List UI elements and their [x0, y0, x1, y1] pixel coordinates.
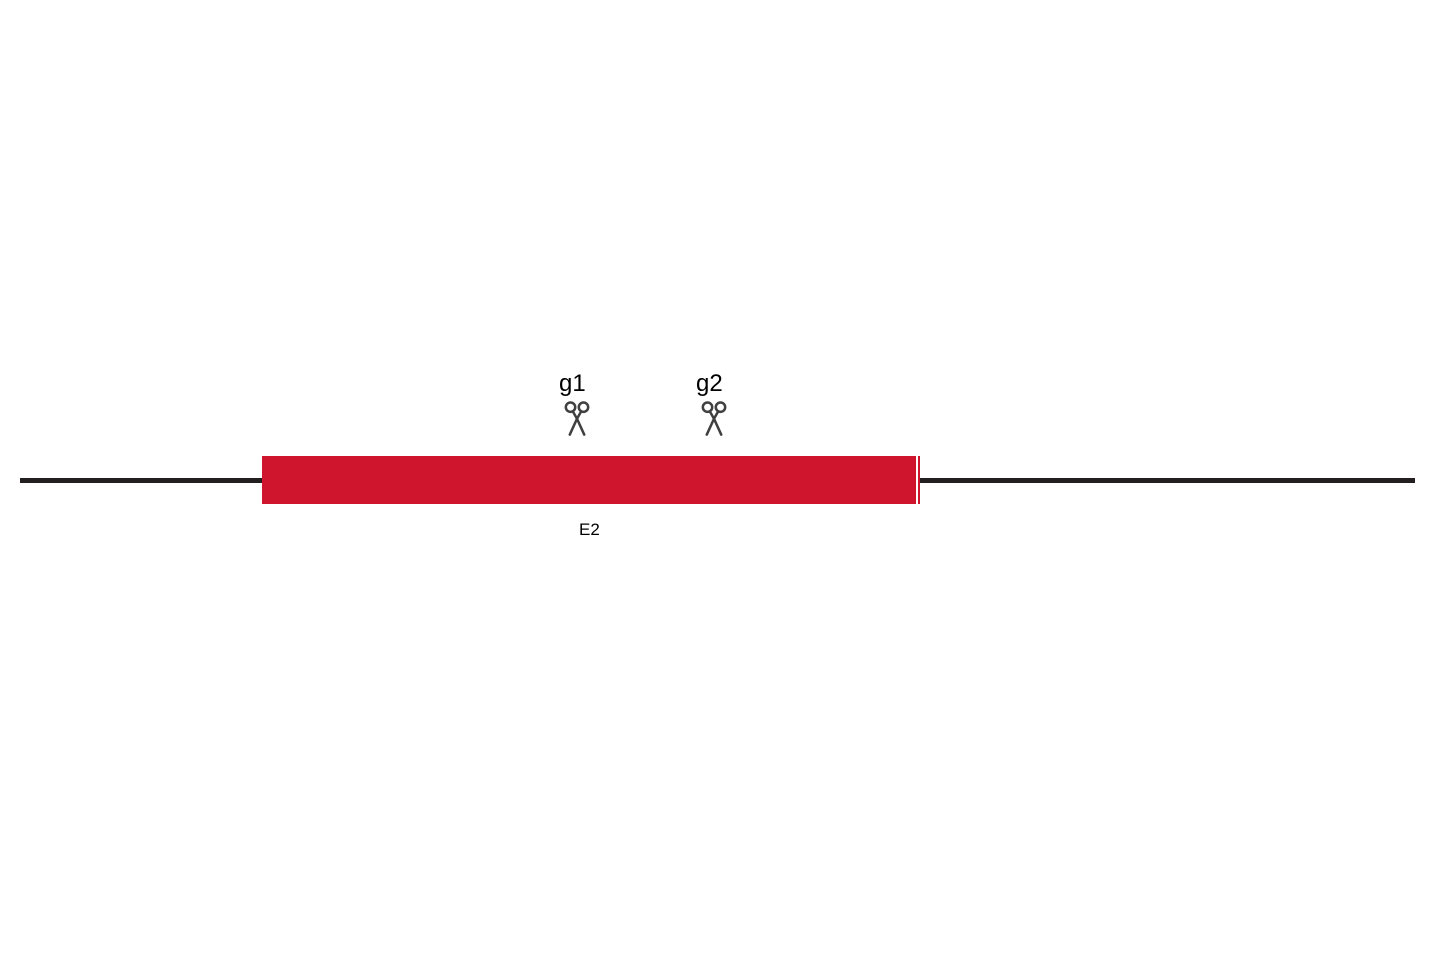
exon-edge-marker [916, 456, 918, 504]
exon-box [262, 456, 920, 504]
backbone-line-right [920, 478, 1415, 483]
exon-label: E2 [579, 520, 600, 540]
guide-g2-label: g2 [696, 370, 723, 398]
guide-g1-label: g1 [559, 370, 586, 398]
gene-diagram: E2 g1 g2 [0, 0, 1440, 960]
backbone-line-left [20, 478, 262, 483]
scissors-icon [696, 400, 732, 436]
scissors-icon [559, 400, 595, 436]
